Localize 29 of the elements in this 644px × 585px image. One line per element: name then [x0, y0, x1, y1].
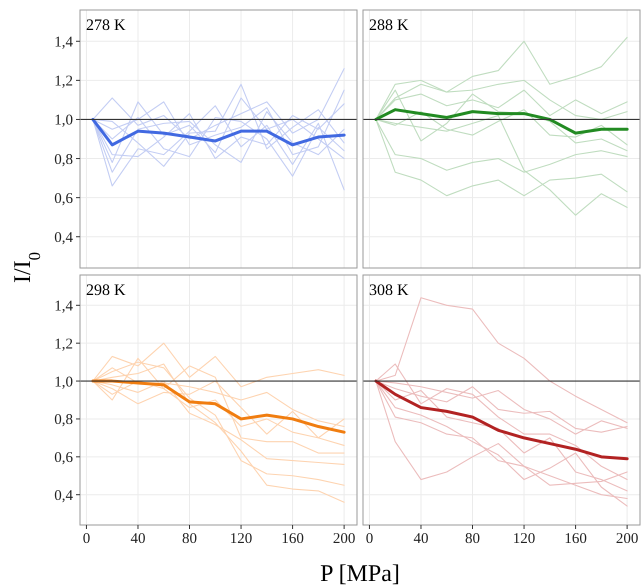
x-tick-label: 40 — [130, 531, 146, 547]
x-tick-label: 200 — [332, 531, 356, 547]
y-tick-label: 1,0 — [54, 374, 73, 390]
x-tick-label: 0 — [366, 531, 374, 547]
chart-title: 278 K — [86, 17, 126, 34]
x-tick-label: 160 — [281, 531, 304, 547]
chart-title: 288 K — [369, 17, 409, 34]
y-tick-label: 0,6 — [54, 190, 74, 207]
x-tick-label: 40 — [413, 531, 428, 547]
y-tick-label: 0,8 — [54, 412, 73, 428]
chart-title: 308 K — [369, 282, 409, 299]
x-tick-label: 200 — [616, 531, 638, 547]
y-tick-label: 1,4 — [54, 298, 74, 315]
x-tick-label: 0 — [82, 531, 90, 547]
y-tick-label: 1,2 — [54, 336, 73, 352]
x-tick-label: 120 — [230, 531, 252, 547]
y-tick-label: 0,4 — [54, 488, 74, 504]
y-tick-label: 1,4 — [54, 34, 74, 51]
x-axis-title: P [MPa] — [320, 561, 400, 585]
x-tick-label: 160 — [564, 531, 587, 547]
y-tick-label: 0,6 — [54, 450, 74, 466]
y-tick-label: 1,2 — [54, 74, 73, 90]
x-tick-label: 80 — [465, 531, 480, 547]
chart-title: 298 K — [86, 282, 126, 299]
y-tick-label: 1,0 — [54, 112, 73, 129]
y-tick-label: 0,4 — [54, 230, 74, 246]
x-tick-label: 80 — [182, 531, 198, 547]
y-tick-label: 0,8 — [54, 152, 73, 168]
x-tick-label: 120 — [512, 531, 536, 547]
